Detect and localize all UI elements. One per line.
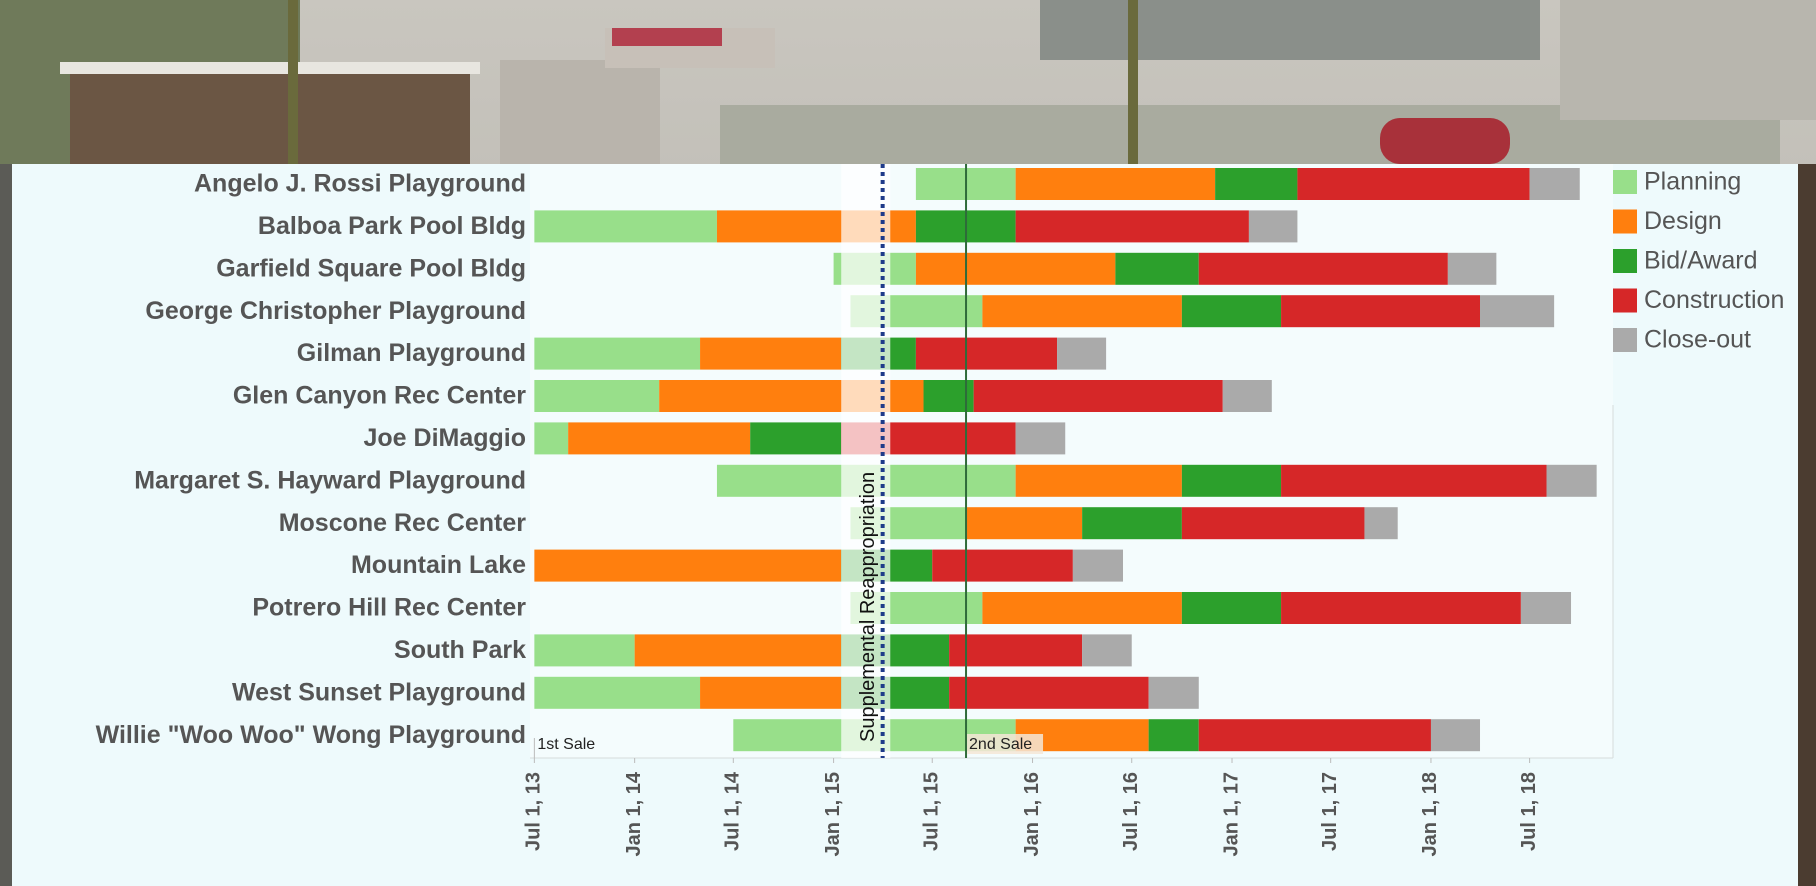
row-label: Angelo J. Rossi Playground [194, 170, 526, 198]
gantt-bar [949, 677, 1148, 709]
row-label: Willie "Woo Woo" Wong Playground [96, 721, 526, 749]
legend-swatch [1613, 210, 1637, 234]
row-label: Glen Canyon Rec Center [233, 382, 526, 410]
gantt-bar [1281, 295, 1480, 327]
gantt-bar [568, 422, 750, 454]
legend-label: Bid/Award [1644, 247, 1758, 275]
gantt-bar [534, 422, 568, 454]
row-label: West Sunset Playground [232, 678, 526, 706]
legend-swatch [1613, 170, 1637, 194]
gantt-bar [1249, 210, 1298, 242]
gantt-bar [700, 677, 841, 709]
gantt-bar [534, 634, 634, 666]
legend-swatch [1613, 289, 1637, 313]
gantt-bar [966, 507, 1082, 539]
gantt-bar [1281, 465, 1546, 497]
gantt-bar [949, 634, 1082, 666]
row-label: Mountain Lake [351, 551, 526, 579]
row-label: Garfield Square Pool Bldg [216, 254, 526, 282]
sale-label: 2nd Sale [969, 736, 1032, 753]
gantt-bar [1149, 719, 1199, 751]
gantt-bar [534, 550, 841, 582]
gantt-bar [1182, 592, 1281, 624]
row-label: Joe DiMaggio [363, 424, 526, 452]
x-tick-label: Jan 1, 14 [623, 771, 645, 856]
gantt-bar [534, 380, 659, 412]
gantt-bar [635, 634, 842, 666]
x-tick-label: Jul 1, 16 [1120, 772, 1142, 851]
legend-label: Construction [1644, 286, 1784, 314]
gantt-bar [1547, 465, 1597, 497]
gantt-bar [982, 592, 1181, 624]
gantt-bar [1199, 719, 1431, 751]
legend-swatch [1613, 328, 1637, 352]
gantt-bar [1016, 465, 1182, 497]
x-tick-label: Jan 1, 17 [1220, 772, 1242, 857]
x-tick-label: Jan 1, 16 [1021, 772, 1043, 857]
gantt-bar [1016, 210, 1249, 242]
gantt-bar [1082, 507, 1182, 539]
gantt-bar [1115, 253, 1198, 285]
gantt-bar [750, 422, 841, 454]
row-label: Balboa Park Pool Bldg [258, 212, 526, 240]
gantt-bar [534, 210, 717, 242]
screenshot: Supplemental Reappropriation 1st Sale 2nd … [0, 0, 1816, 886]
gantt-bar [1281, 592, 1521, 624]
x-tick-label: Jul 1, 15 [921, 772, 943, 851]
gantt-bar [1364, 507, 1397, 539]
gantt-bar [1182, 295, 1281, 327]
gantt-bar [1149, 677, 1199, 709]
gantt-bar [982, 295, 1181, 327]
x-tick-label: Jan 1, 18 [1419, 772, 1441, 857]
gantt-bar [974, 380, 1223, 412]
gantt-bar [700, 338, 841, 370]
gantt-bar [1199, 253, 1448, 285]
gantt-bar [916, 253, 1115, 285]
gantt-bar [916, 338, 1057, 370]
gantt-bar [534, 338, 700, 370]
gantt-bar [1082, 634, 1132, 666]
legend-label: Design [1644, 207, 1722, 235]
sale-label: 1st Sale [537, 736, 595, 753]
gantt-bar [1297, 168, 1529, 200]
row-label: George Christopher Playground [145, 297, 526, 325]
gantt-bar [1073, 550, 1123, 582]
gantt-bar [1448, 253, 1497, 285]
row-label: Potrero Hill Rec Center [252, 594, 526, 622]
gantt-bar [534, 677, 700, 709]
gantt-bar [1530, 168, 1580, 200]
gantt-bar [1057, 338, 1106, 370]
gantt-bar [1480, 295, 1554, 327]
gantt-bar [1182, 465, 1281, 497]
reappropriation-label: Supplemental Reappropriation [857, 472, 879, 742]
gantt-bar [932, 550, 1073, 582]
x-tick-label: Jul 1, 18 [1518, 772, 1540, 851]
legend-swatch [1613, 249, 1637, 273]
legend-label: Close-out [1644, 326, 1751, 354]
row-label: Margaret S. Hayward Playground [134, 466, 526, 494]
x-tick-label: Jul 1, 13 [523, 772, 545, 851]
row-label: South Park [394, 636, 526, 664]
gantt-bar [1431, 719, 1480, 751]
x-tick-label: Jul 1, 14 [722, 771, 744, 851]
gantt-bar [1016, 168, 1215, 200]
x-tick-label: Jan 1, 15 [822, 772, 844, 857]
gantt-bar [1016, 422, 1066, 454]
gantt-bar [1521, 592, 1571, 624]
row-label: Gilman Playground [297, 339, 526, 367]
gantt-bar [1223, 380, 1272, 412]
x-tick-label: Jul 1, 17 [1319, 772, 1341, 851]
gantt-bar [1215, 168, 1297, 200]
legend-label: Planning [1644, 168, 1741, 196]
row-label: Moscone Rec Center [279, 509, 527, 537]
gantt-bar [1182, 507, 1365, 539]
